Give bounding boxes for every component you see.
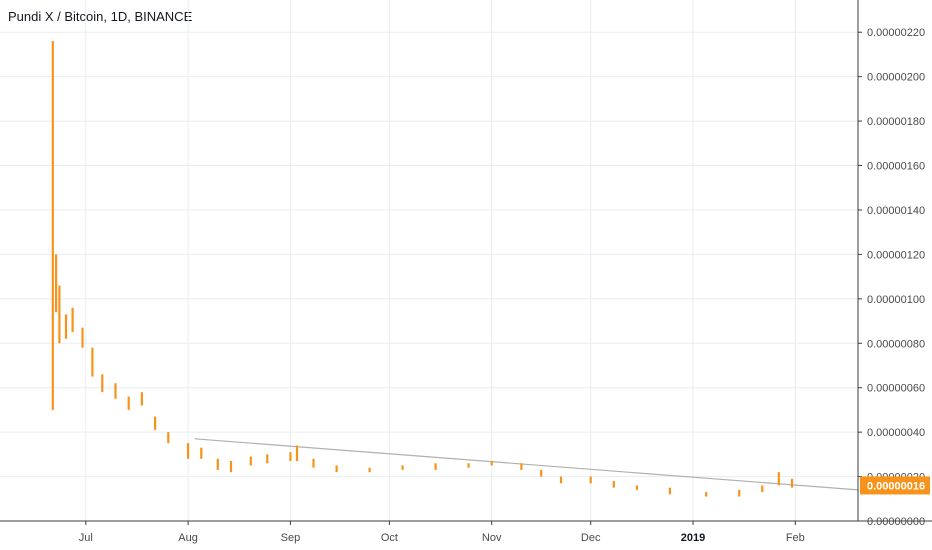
y-tick-label-3: 0.00000160 (867, 161, 925, 173)
chart-title: Pundi X / Bitcoin, 1D, BINANCE (8, 9, 193, 24)
trendline (194, 438, 859, 491)
current-price-tag: 0.00000016 (860, 476, 930, 495)
price-bars (51, 41, 794, 497)
price-tag-box (860, 476, 930, 495)
x-tick-label-1: Aug (178, 532, 198, 544)
axes (0, 0, 932, 522)
x-tick-label-4: Nov (482, 532, 502, 544)
x-tick-label-6: 2019 (681, 532, 705, 544)
y-tick-label-8: 0.00000060 (867, 383, 925, 395)
x-tick-label-2: Sep (281, 532, 301, 544)
y-tick-label-2: 0.00000180 (867, 116, 925, 128)
grid (0, 0, 858, 522)
y-tick-label-4: 0.00000140 (867, 205, 925, 217)
y-tick-label-7: 0.00000080 (867, 338, 925, 350)
x-tick-label-0: Jul (79, 532, 93, 544)
y-tick-label-6: 0.00000100 (867, 294, 925, 306)
y-tick-label-1: 0.00000200 (867, 72, 925, 84)
price-tag-label: 0.00000016 (867, 480, 925, 492)
x-tick-label-5: Dec (581, 532, 601, 544)
y-tick-label-0: 0.00000220 (867, 27, 925, 39)
y-tick-label-11: 0.00000000 (867, 516, 925, 528)
y-axis-labels: 0.00000220 0.00000200 0.00000180 0.00000160… (858, 27, 925, 528)
trendline-line (194, 438, 859, 491)
y-tick-label-5: 0.00000120 (867, 249, 925, 261)
y-tick-label-9: 0.00000040 (867, 427, 925, 439)
x-tick-label-3: Oct (381, 532, 398, 544)
x-axis-labels: Jul Aug Sep Oct Nov Dec 2019 Feb (79, 521, 805, 544)
x-tick-label-7: Feb (786, 532, 805, 544)
